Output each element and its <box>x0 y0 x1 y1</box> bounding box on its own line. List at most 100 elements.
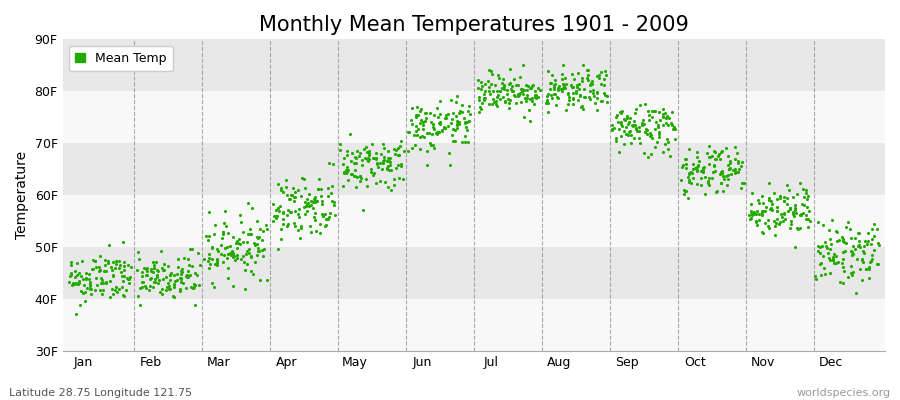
Point <box>729 169 743 175</box>
Point <box>281 207 295 214</box>
Point <box>340 168 355 175</box>
Point <box>680 160 694 167</box>
Point <box>826 254 841 260</box>
Point <box>218 208 232 214</box>
Point <box>686 175 700 182</box>
Point <box>813 250 827 256</box>
Point <box>247 240 261 246</box>
Point <box>590 72 604 79</box>
Point <box>799 190 814 196</box>
Point <box>722 166 736 172</box>
Point <box>271 180 285 187</box>
Point <box>279 184 293 190</box>
Point <box>574 104 589 110</box>
Point <box>310 186 325 192</box>
Point <box>734 163 748 169</box>
Point <box>256 253 271 259</box>
Point <box>167 278 182 284</box>
Point <box>463 111 477 117</box>
Point <box>166 294 181 300</box>
Point <box>446 110 460 116</box>
Point <box>405 105 419 112</box>
Point <box>583 88 598 94</box>
Point <box>706 169 720 176</box>
Point <box>373 160 387 167</box>
Point <box>348 154 363 161</box>
Point <box>413 146 428 152</box>
Point <box>142 287 157 293</box>
Point <box>865 226 879 232</box>
Point <box>93 253 107 260</box>
Point <box>251 235 266 242</box>
Point <box>760 222 775 229</box>
Point <box>561 90 575 97</box>
Point <box>178 284 193 291</box>
Point <box>445 116 459 122</box>
Point <box>795 200 809 207</box>
Point <box>166 293 181 300</box>
Point <box>156 276 170 282</box>
Point <box>749 218 763 225</box>
Point <box>328 212 343 218</box>
Point <box>516 91 530 97</box>
Point <box>555 71 570 77</box>
Point <box>518 82 533 89</box>
Point <box>714 180 728 186</box>
Point <box>572 92 587 99</box>
Point <box>772 195 787 202</box>
Point <box>758 219 772 226</box>
Point <box>440 123 454 130</box>
Point <box>501 81 516 87</box>
Point <box>320 216 335 222</box>
Point <box>444 120 458 126</box>
Point <box>836 236 850 242</box>
Point <box>541 100 555 106</box>
Point <box>338 167 353 173</box>
Point <box>336 161 350 168</box>
Point <box>280 222 294 229</box>
Point <box>294 225 309 231</box>
Point <box>134 269 148 275</box>
Point <box>661 122 675 128</box>
Point <box>525 98 539 104</box>
Point <box>727 144 742 151</box>
Point <box>640 126 654 133</box>
Point <box>855 259 869 266</box>
Point <box>716 168 730 175</box>
Point <box>457 133 472 140</box>
Point <box>478 95 492 102</box>
Point <box>590 107 604 114</box>
Point <box>252 234 266 240</box>
Point <box>88 263 103 270</box>
Point <box>95 280 110 286</box>
Point <box>405 145 419 151</box>
Point <box>288 188 302 195</box>
Point <box>383 155 398 162</box>
Point <box>276 210 291 216</box>
Point <box>525 95 539 101</box>
Point <box>697 167 711 173</box>
Point <box>293 222 308 229</box>
Point <box>656 114 670 120</box>
Point <box>767 218 781 224</box>
Point <box>176 266 190 272</box>
Point <box>698 174 712 180</box>
Point <box>280 212 294 218</box>
Point <box>621 132 635 138</box>
Point <box>116 263 130 269</box>
Point <box>827 251 842 257</box>
Point <box>637 128 652 135</box>
Point <box>836 249 850 256</box>
Legend: Mean Temp: Mean Temp <box>68 46 173 71</box>
Point <box>675 164 689 170</box>
Point <box>652 130 667 137</box>
Point <box>831 259 845 265</box>
Point <box>446 138 461 144</box>
Point <box>647 108 662 114</box>
Point <box>364 166 378 172</box>
Point <box>788 205 802 212</box>
Point <box>186 285 201 291</box>
Point <box>161 279 176 286</box>
Point <box>834 260 849 266</box>
Point <box>612 126 626 132</box>
